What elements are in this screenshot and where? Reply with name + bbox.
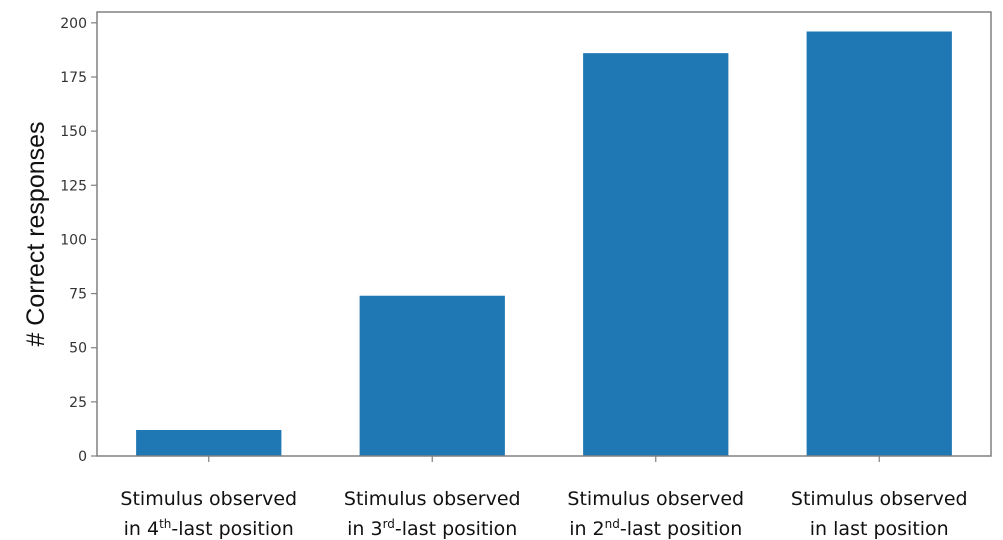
x-tick-label-text: -last position [620, 518, 742, 540]
x-tick-label-text: in last position [810, 518, 949, 540]
x-tick-label-line2: in 4th-last position [124, 517, 294, 540]
x-tick-label-line1: Stimulus observed [120, 488, 297, 510]
bars [136, 31, 952, 457]
y-tick-label: 125 [60, 178, 87, 194]
x-tick-label-text: -last position [395, 518, 517, 540]
x-tick-label-text: in 2 [569, 518, 604, 540]
x-tick-label-line1: Stimulus observed [791, 488, 968, 510]
x-tick-label-line1: Stimulus observed [567, 488, 744, 510]
y-axis-ticks: 0 25 50 75 100 125 150 175 200 [60, 16, 97, 465]
y-tick-label: 50 [69, 341, 87, 357]
y-tick-label: 25 [69, 395, 87, 411]
x-tick-label-superscript: nd [605, 517, 620, 531]
axes [96, 11, 992, 457]
bar [359, 295, 505, 456]
x-tick-label-line2: in 3rd-last position [347, 517, 517, 540]
x-tick-label-line2: in 2nd-last position [569, 517, 742, 540]
y-tick-label: 150 [60, 124, 87, 140]
x-tick-label-text: -last position [171, 518, 293, 540]
x-tick-label-superscript: th [159, 517, 171, 531]
y-tick-label: 200 [60, 16, 87, 32]
y-tick-label: 0 [78, 449, 87, 465]
x-tick-label-text: in 3 [347, 518, 382, 540]
y-tick-label: 175 [60, 70, 87, 86]
x-tick-label-line2: in last position [810, 518, 949, 540]
bar [136, 430, 282, 456]
y-axis-label: # Correct responses [22, 121, 50, 346]
x-tick-label-text: in 4 [124, 518, 159, 540]
x-tick-label-superscript: rd [383, 517, 395, 531]
bar [806, 31, 952, 457]
y-tick-label: 75 [69, 287, 87, 303]
y-tick-label: 100 [60, 232, 87, 248]
axes-frame [96, 11, 992, 457]
bar [583, 53, 729, 457]
x-tick-label-line1: Stimulus observed [344, 488, 521, 510]
